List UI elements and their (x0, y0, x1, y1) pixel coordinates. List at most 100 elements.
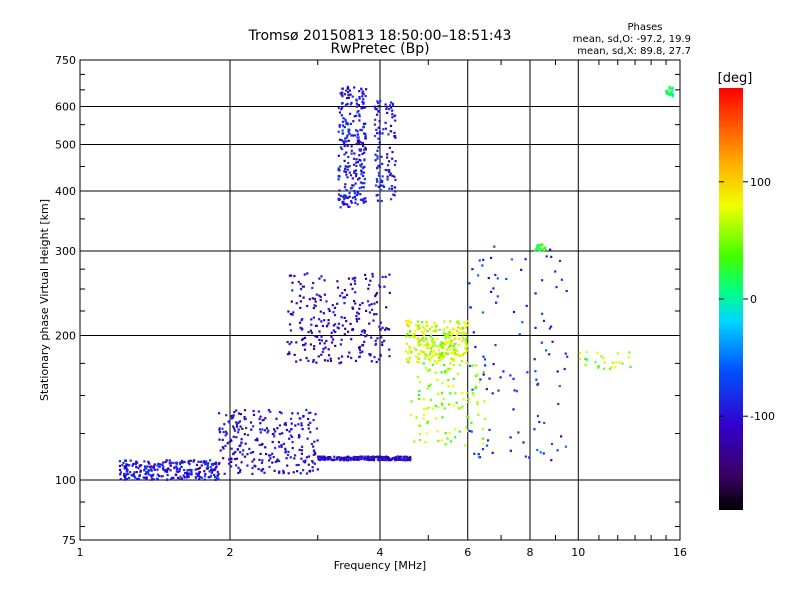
data-point (418, 389, 421, 393)
data-point (385, 169, 388, 172)
data-point (409, 455, 412, 459)
data-point (441, 352, 444, 355)
data-point (465, 337, 468, 340)
data-point (363, 331, 366, 334)
data-point (119, 478, 122, 481)
data-point (298, 294, 302, 297)
data-point (286, 353, 290, 356)
data-point (238, 470, 242, 473)
data-point (278, 424, 282, 427)
data-point (371, 275, 374, 278)
data-point (321, 455, 324, 458)
data-point (437, 349, 440, 352)
data-point (382, 184, 385, 187)
data-point (385, 455, 388, 458)
data-point (355, 105, 359, 108)
data-point (420, 330, 423, 333)
data-point (345, 122, 348, 126)
data-point (429, 328, 432, 331)
data-point (249, 451, 252, 454)
data-point (358, 307, 361, 310)
data-point (347, 161, 350, 165)
data-point (378, 325, 381, 328)
data-point (148, 473, 151, 476)
data-point (458, 343, 461, 346)
data-point (319, 457, 322, 460)
data-point (406, 458, 409, 461)
data-point (405, 456, 408, 459)
data-point (367, 455, 370, 458)
data-point (294, 454, 297, 457)
data-point (225, 432, 228, 435)
data-point (381, 275, 384, 279)
data-point (172, 476, 175, 479)
data-point (453, 337, 457, 340)
data-point (315, 361, 318, 364)
data-point (536, 414, 539, 418)
data-point (166, 473, 169, 477)
data-point (187, 472, 191, 475)
data-point (310, 318, 313, 321)
data-point (221, 427, 224, 430)
data-point (615, 361, 618, 364)
data-point (254, 438, 257, 442)
data-point (346, 86, 349, 90)
data-point (350, 101, 353, 104)
data-point (323, 458, 326, 461)
data-point (289, 329, 292, 332)
data-point (380, 455, 383, 458)
data-point (351, 287, 354, 290)
data-point (362, 329, 365, 332)
data-point (432, 407, 435, 410)
data-point (388, 348, 391, 351)
data-point (330, 458, 333, 461)
data-point (348, 132, 351, 135)
data-point (464, 323, 467, 326)
data-point (391, 113, 394, 116)
data-point (348, 89, 351, 92)
data-point (156, 464, 159, 467)
data-point (285, 457, 288, 460)
data-point (213, 462, 216, 465)
data-point (375, 113, 379, 116)
data-point (481, 264, 484, 267)
data-point (352, 458, 355, 461)
data-point (433, 360, 436, 363)
data-point (343, 170, 346, 173)
data-point (383, 339, 386, 342)
data-point (366, 456, 369, 459)
data-point (289, 456, 292, 459)
data-point (377, 358, 380, 361)
data-point (302, 285, 305, 288)
data-point (485, 388, 488, 391)
data-point (548, 353, 551, 356)
data-point (537, 246, 541, 249)
data-point (147, 470, 150, 473)
data-point (292, 471, 295, 474)
data-point (321, 324, 324, 328)
data-point (541, 249, 544, 252)
data-point (358, 348, 361, 351)
data-point (566, 355, 569, 358)
data-point (230, 447, 233, 450)
data-point (445, 349, 448, 352)
data-point (356, 111, 359, 114)
data-point (341, 102, 344, 105)
data-point (426, 420, 430, 423)
data-point (417, 324, 420, 327)
data-point (433, 350, 436, 353)
data-point (539, 248, 542, 251)
data-point (394, 178, 397, 181)
data-point (159, 463, 162, 466)
data-point (470, 430, 473, 433)
data-point (378, 141, 381, 144)
data-point (426, 330, 429, 333)
data-point (256, 439, 259, 442)
data-point (359, 128, 362, 131)
chart-title: Tromsø 20150813 18:50:00–18:51:43 (248, 28, 512, 44)
data-point (476, 373, 479, 376)
data-point (413, 333, 416, 336)
data-point (359, 193, 362, 196)
data-point (368, 304, 371, 307)
data-point (343, 142, 346, 145)
